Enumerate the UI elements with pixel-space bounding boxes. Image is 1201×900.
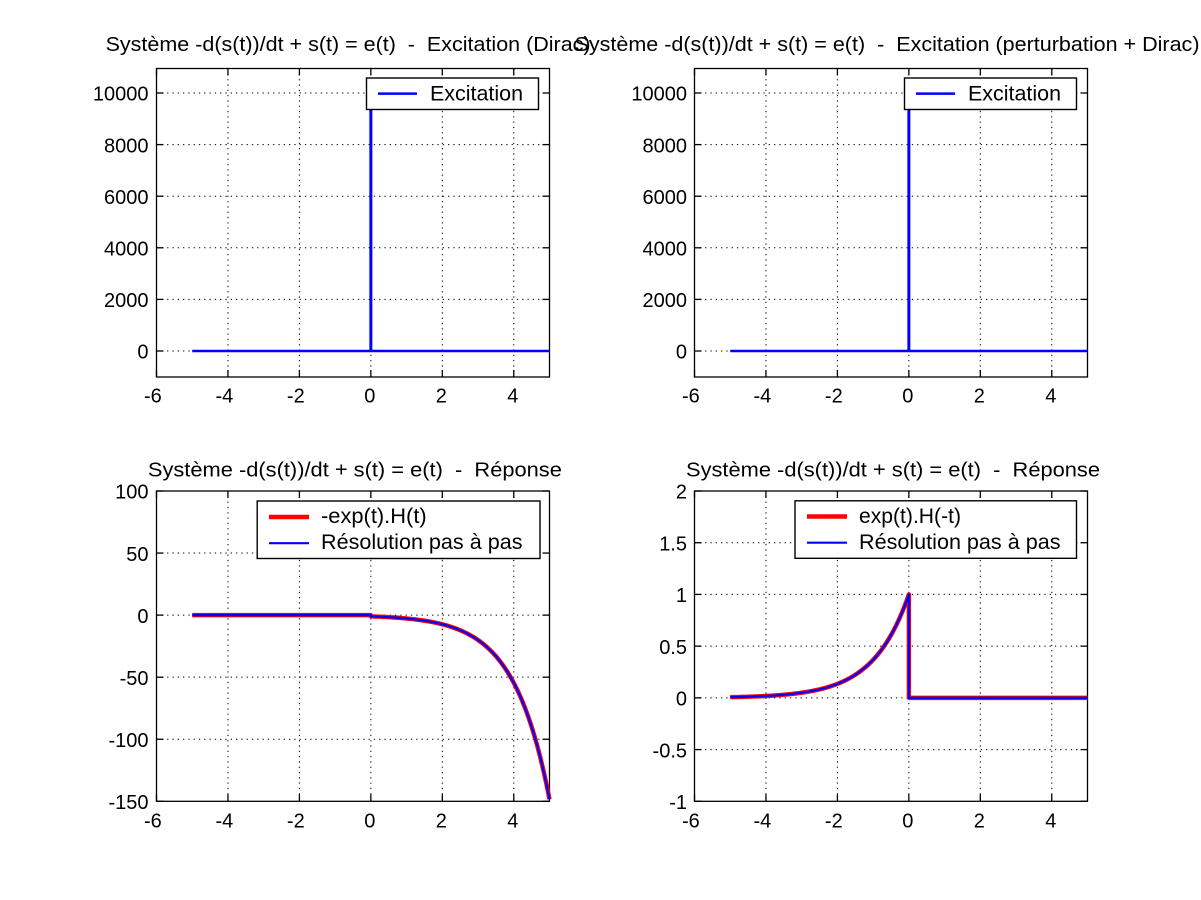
svg-text:Système -d(s(t))/dt + s(t) = e: Système -d(s(t))/dt + s(t) = e(t) - Répo… <box>686 459 1100 482</box>
svg-text:0: 0 <box>137 342 148 364</box>
svg-text:-50: -50 <box>120 668 149 690</box>
svg-text:exp(t).H(-t): exp(t).H(-t) <box>859 505 961 528</box>
svg-text:Système -d(s(t))/dt + s(t) = e: Système -d(s(t))/dt + s(t) = e(t) - Répo… <box>148 459 562 482</box>
svg-text:4000: 4000 <box>104 239 149 261</box>
svg-text:-100: -100 <box>108 730 148 752</box>
svg-text:-4: -4 <box>753 385 771 407</box>
svg-text:Résolution pas à pas: Résolution pas à pas <box>859 531 1061 554</box>
svg-text:-1: -1 <box>669 792 687 814</box>
svg-text:1: 1 <box>676 585 687 607</box>
svg-text:0: 0 <box>676 689 687 711</box>
svg-text:-4: -4 <box>215 385 233 407</box>
svg-text:Système -d(s(t))/dt + s(t) = e: Système -d(s(t))/dt + s(t) = e(t) - Exci… <box>575 33 1200 56</box>
svg-text:0: 0 <box>676 342 687 364</box>
svg-text:2: 2 <box>436 385 447 407</box>
svg-text:-2: -2 <box>287 385 305 407</box>
svg-text:0: 0 <box>364 810 375 832</box>
svg-text:0: 0 <box>902 385 913 407</box>
svg-text:10000: 10000 <box>93 84 149 106</box>
svg-text:4: 4 <box>507 385 518 407</box>
svg-text:-6: -6 <box>144 385 162 407</box>
svg-text:Excitation: Excitation <box>430 83 523 106</box>
svg-text:6000: 6000 <box>104 187 149 209</box>
svg-text:Système -d(s(t))/dt + s(t) = e: Système -d(s(t))/dt + s(t) = e(t) - Exci… <box>106 33 591 56</box>
svg-text:-0.5: -0.5 <box>653 740 687 762</box>
svg-text:2: 2 <box>974 385 985 407</box>
svg-text:2: 2 <box>974 810 985 832</box>
svg-text:0: 0 <box>137 606 148 628</box>
svg-text:-6: -6 <box>144 810 162 832</box>
svg-text:4: 4 <box>1045 810 1056 832</box>
svg-text:-2: -2 <box>825 810 843 832</box>
svg-text:-150: -150 <box>108 792 148 814</box>
svg-text:100: 100 <box>115 482 148 504</box>
svg-text:Excitation: Excitation <box>968 83 1061 106</box>
svg-text:2000: 2000 <box>104 290 149 312</box>
svg-text:-4: -4 <box>753 810 771 832</box>
svg-text:0.5: 0.5 <box>659 637 687 659</box>
svg-text:10000: 10000 <box>631 84 687 106</box>
svg-text:50: 50 <box>126 544 148 566</box>
svg-text:-2: -2 <box>825 385 843 407</box>
svg-text:-6: -6 <box>682 385 700 407</box>
svg-text:8000: 8000 <box>643 135 688 157</box>
svg-text:4: 4 <box>507 810 518 832</box>
svg-text:2: 2 <box>436 810 447 832</box>
svg-text:6000: 6000 <box>643 187 688 209</box>
svg-text:-4: -4 <box>215 810 233 832</box>
svg-text:Résolution pas à pas: Résolution pas à pas <box>321 531 523 554</box>
svg-text:2000: 2000 <box>643 290 688 312</box>
svg-text:-exp(t).H(t): -exp(t).H(t) <box>321 505 427 528</box>
svg-text:-6: -6 <box>682 810 700 832</box>
svg-text:0: 0 <box>902 810 913 832</box>
svg-text:8000: 8000 <box>104 135 149 157</box>
svg-text:4000: 4000 <box>643 239 688 261</box>
svg-text:2: 2 <box>676 482 687 504</box>
svg-text:0: 0 <box>364 385 375 407</box>
svg-text:1.5: 1.5 <box>659 533 687 555</box>
svg-text:-2: -2 <box>287 810 305 832</box>
svg-text:4: 4 <box>1045 385 1056 407</box>
